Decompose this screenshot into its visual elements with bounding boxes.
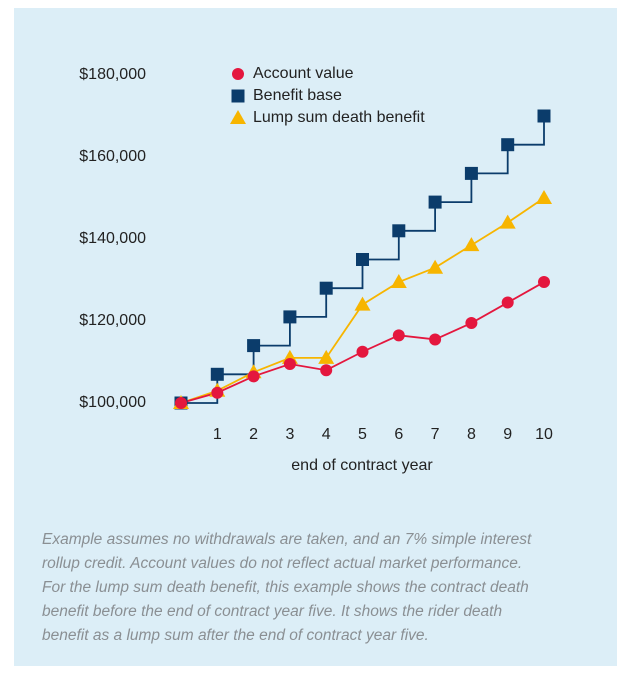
x-tick-label: 1 — [213, 426, 222, 443]
y-tick-label: $140,000 — [79, 230, 146, 247]
point — [283, 358, 296, 371]
point — [538, 276, 550, 289]
point — [427, 259, 444, 274]
caption-line: Example assumes no withdrawals are taken… — [42, 531, 532, 548]
point — [320, 364, 333, 377]
point — [499, 214, 516, 229]
point — [283, 310, 297, 324]
legend-label: Lump sum death benefit — [253, 109, 425, 126]
point — [318, 349, 335, 364]
point — [392, 329, 405, 342]
point — [536, 190, 552, 204]
point — [428, 195, 442, 209]
point — [537, 109, 551, 123]
legend-label: Account value — [253, 65, 354, 82]
point — [175, 397, 187, 409]
x-tick-label: 5 — [358, 426, 367, 443]
y-tick-label: $160,000 — [79, 148, 146, 165]
x-tick-label: 9 — [503, 426, 512, 443]
panel — [14, 8, 617, 666]
x-tick-label: 7 — [431, 426, 440, 443]
x-axis-title: end of contract year — [291, 457, 433, 474]
y-tick-label: $180,000 — [79, 66, 146, 83]
x-tick-label: 10 — [535, 426, 553, 443]
y-tick-label: $100,000 — [79, 394, 146, 411]
x-tick-label: 4 — [322, 426, 331, 443]
point — [390, 274, 407, 289]
legend-label: Benefit base — [253, 87, 342, 104]
point — [463, 237, 480, 252]
point — [319, 281, 333, 295]
point — [354, 296, 371, 311]
x-tick-label: 2 — [249, 426, 258, 443]
caption-line: For the lump sum death benefit, this exa… — [42, 579, 529, 596]
x-tick-label: 3 — [285, 426, 294, 443]
caption-line: benefit before the end of contract year … — [42, 603, 502, 620]
caption-line: benefit as a lump sum after the end of c… — [42, 627, 429, 644]
point — [501, 138, 515, 152]
point — [501, 296, 514, 309]
point — [247, 370, 260, 383]
point — [429, 333, 442, 346]
legend-marker — [232, 68, 244, 80]
point — [465, 317, 478, 330]
legend-marker — [231, 89, 245, 103]
point — [356, 345, 369, 358]
point — [464, 166, 478, 180]
x-tick-label: 8 — [467, 426, 476, 443]
point — [210, 367, 224, 381]
x-tick-label: 6 — [394, 426, 403, 443]
point — [211, 386, 224, 399]
point — [356, 253, 369, 266]
point — [392, 224, 406, 238]
legend-marker — [230, 110, 246, 124]
point — [247, 339, 261, 353]
y-tick-label: $120,000 — [79, 312, 146, 329]
caption-line: rollup credit. Account values do not ref… — [42, 555, 522, 572]
